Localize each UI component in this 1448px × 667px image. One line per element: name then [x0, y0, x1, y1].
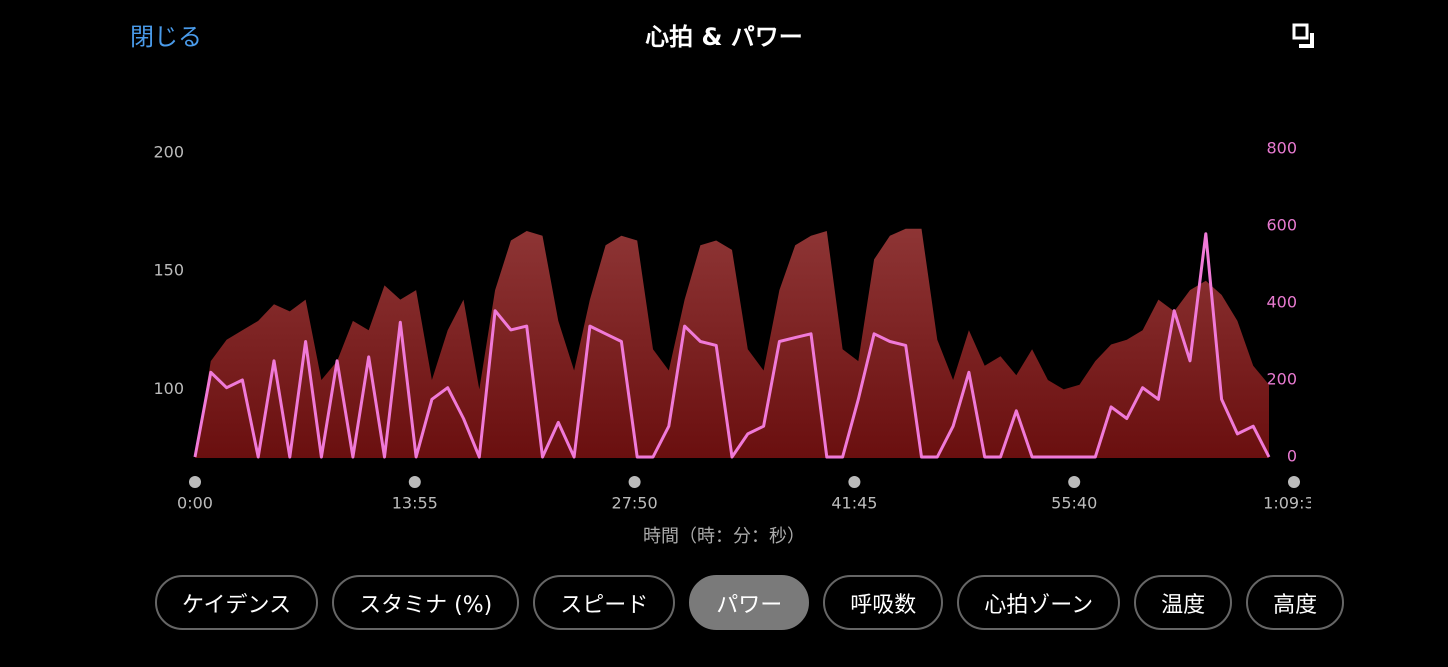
y2-tick-label: 400 [1266, 293, 1297, 312]
x-tick-dot [189, 476, 201, 488]
y-tick-label: 200 [153, 143, 184, 162]
x-tick-label: 55:40 [1051, 494, 1097, 513]
heart-rate-area [195, 228, 1269, 458]
x-tick-label: 41:45 [831, 494, 877, 513]
metric-button[interactable]: 呼吸数 [823, 575, 944, 630]
x-axis: 0:00 13:55 27:50 41:45 55:40 1:09:35 [177, 476, 1325, 513]
x-tick-dot [408, 476, 421, 488]
y2-tick-label: 800 [1266, 139, 1297, 158]
metric-button[interactable]: 高度 [1246, 575, 1345, 630]
metric-button[interactable]: 心拍ゾーン [957, 575, 1121, 630]
x-tick-label: 1:09:35 [1263, 494, 1325, 513]
expand-icon[interactable] [1292, 23, 1314, 48]
close-button[interactable]: 閉じる [130, 23, 202, 51]
y-tick-label: 100 [153, 379, 184, 398]
x-axis-label: 時間（時：分：秒） [643, 526, 805, 547]
x-tick-label: 27:50 [612, 494, 658, 513]
power-line [193, 232, 1271, 459]
x-tick-dot [1288, 476, 1300, 488]
plot: 100 150 200 0 200 400 600 800 0:00 13:55 27:50 41:4… [153, 139, 1325, 513]
metric-button[interactable]: スピード [533, 575, 676, 630]
x-tick-label: 13:55 [392, 494, 438, 513]
x-tick-dot [848, 476, 861, 488]
title: 心拍 & パワー [645, 23, 803, 51]
x-tick-label: 0:00 [177, 494, 213, 513]
metric-button[interactable]: 温度 [1134, 575, 1233, 630]
metric-button[interactable]: パワー [689, 575, 810, 630]
y2-tick-label: 600 [1266, 216, 1297, 235]
metric-buttons: ケイデンス スタミナ (%) スピード パワー 呼吸数 心拍ゾーン 温度 高度 [155, 575, 1345, 630]
y-tick-label: 150 [153, 261, 184, 280]
metric-button[interactable]: スタミナ (%) [332, 575, 520, 630]
x-tick-dot [628, 476, 641, 488]
metric-button[interactable]: ケイデンス [155, 575, 319, 630]
y2-tick-label: 200 [1266, 370, 1297, 389]
x-tick-dot [1068, 476, 1081, 488]
y2-tick-label: 0 [1287, 447, 1297, 466]
